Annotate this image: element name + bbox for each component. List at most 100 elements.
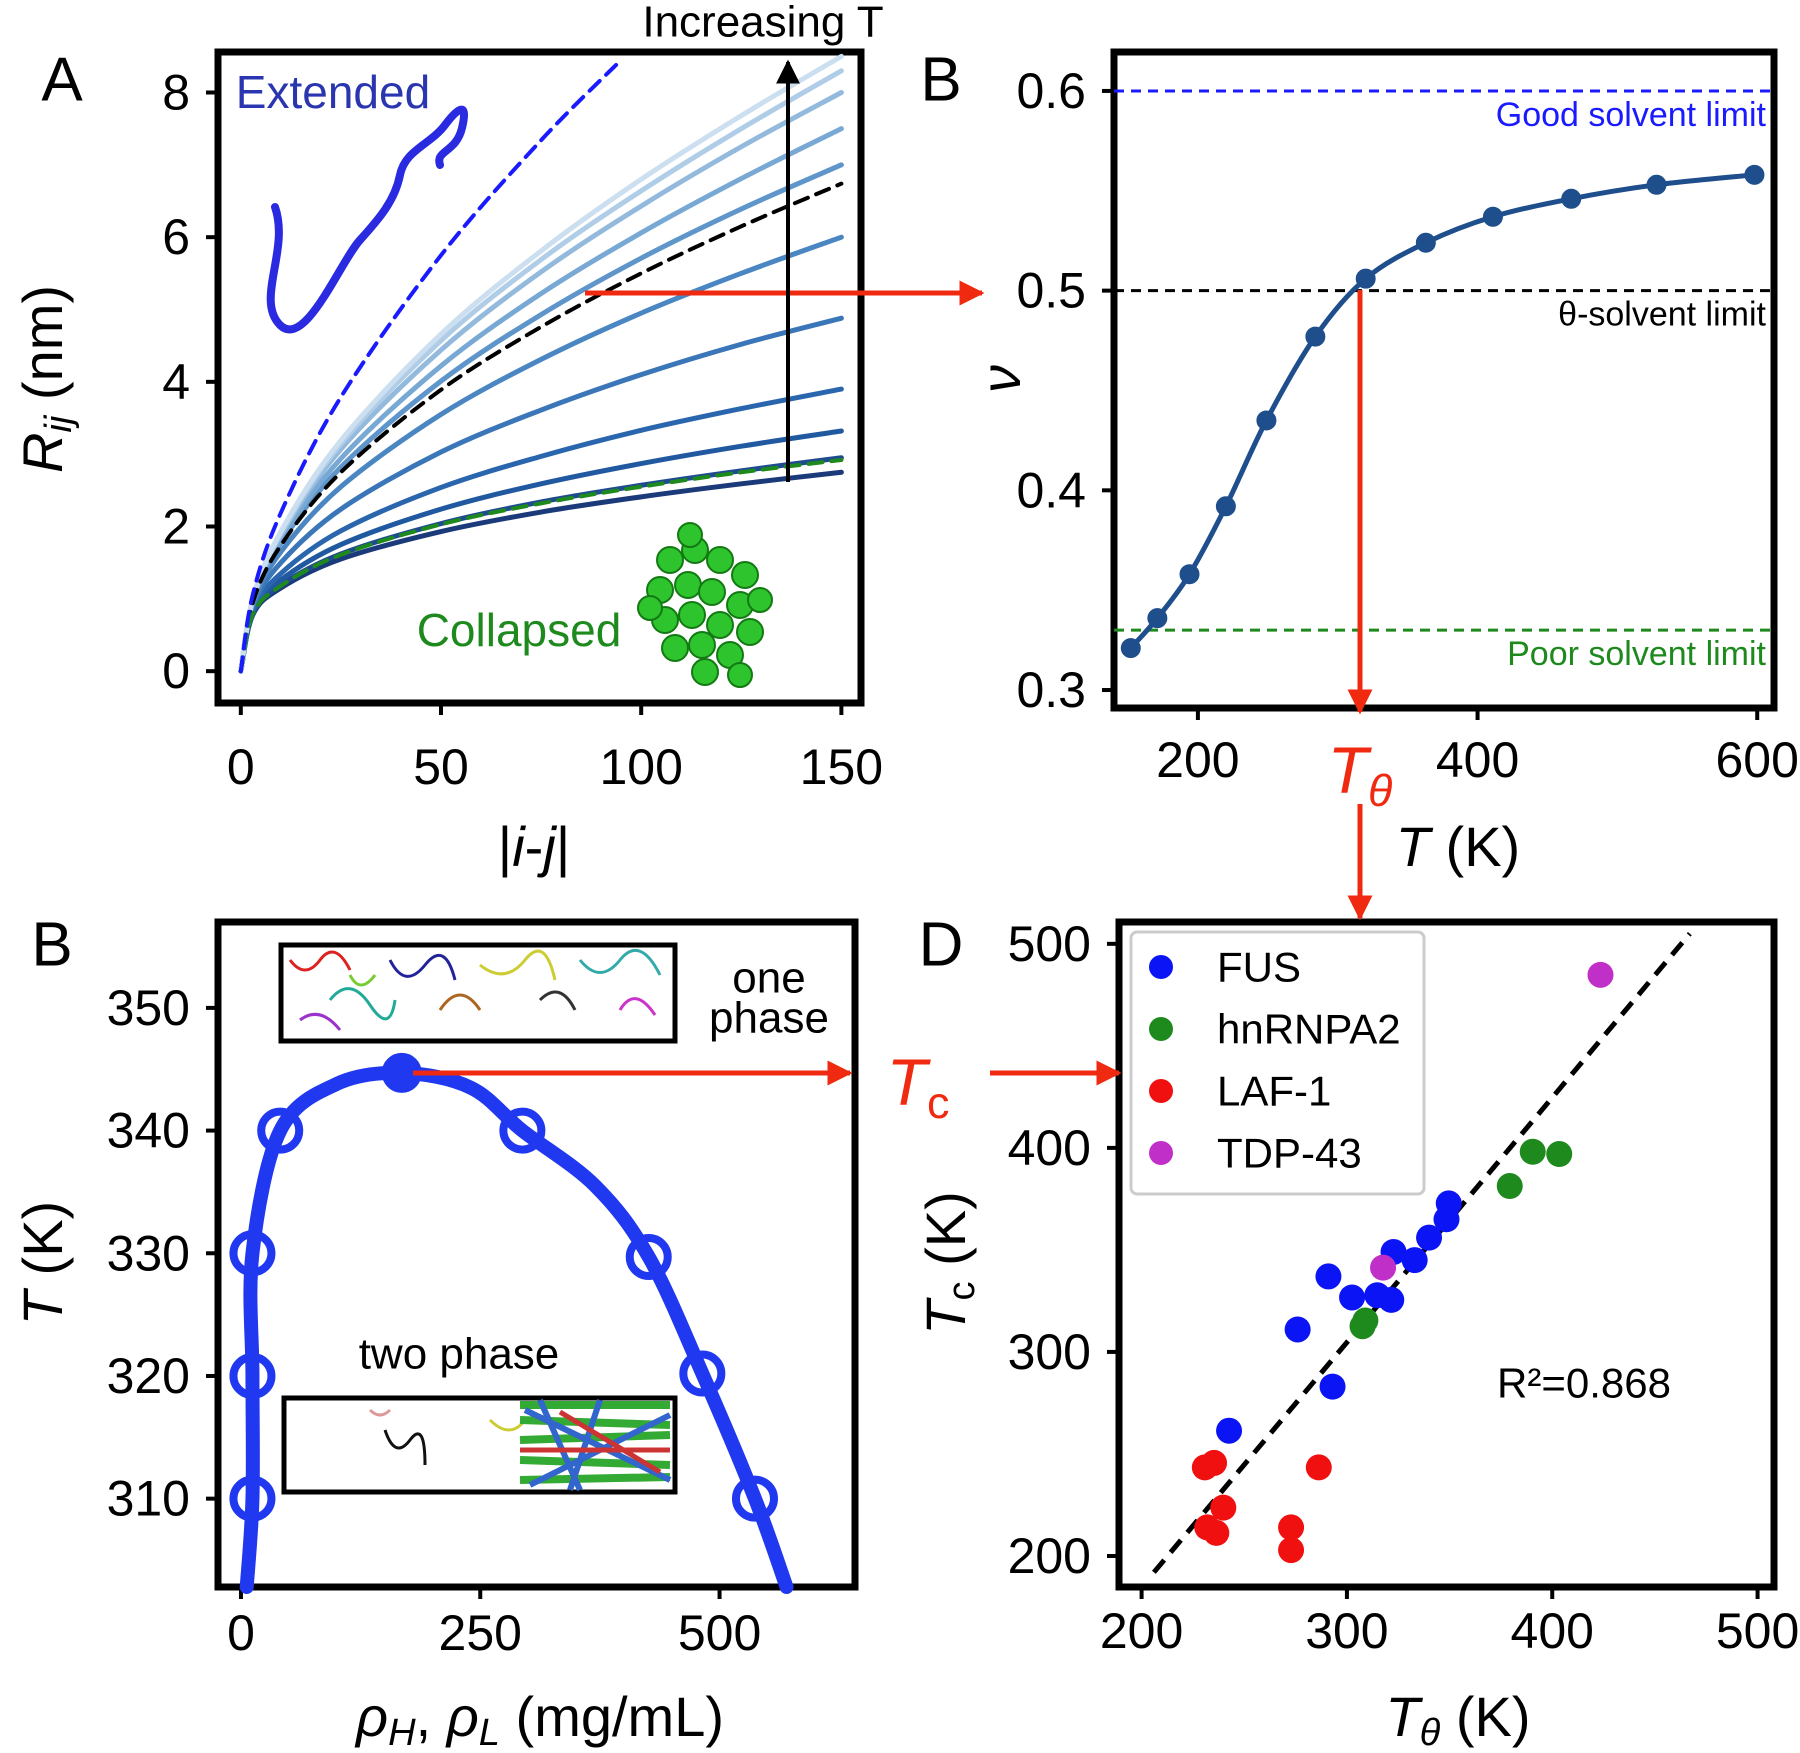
y-tick-label: 310 — [107, 1471, 190, 1527]
data-point — [1401, 1247, 1428, 1274]
inset-two-phase — [281, 1395, 678, 1495]
label-part: ρ — [354, 1685, 388, 1748]
x-tick-label: 150 — [800, 739, 883, 795]
data-point — [1201, 1449, 1228, 1476]
label-part: ρ — [445, 1685, 479, 1748]
label-part: c — [927, 1076, 949, 1127]
label-part: T — [1385, 1685, 1423, 1748]
annotation: Increasing T — [642, 0, 883, 47]
x-tick-label: 200 — [1100, 1603, 1183, 1659]
legend-marker — [1149, 1017, 1173, 1041]
label-part: T — [887, 1045, 932, 1119]
y-tick-label: 340 — [107, 1103, 190, 1159]
label-part: (K) — [11, 1201, 74, 1291]
label-part: (nm) — [11, 285, 74, 416]
label-part: (mg/mL) — [500, 1685, 724, 1748]
extended-chain — [266, 105, 468, 334]
series-line — [238, 457, 844, 674]
reference-label: Poor solvent limit — [1507, 635, 1766, 673]
label-part: θ — [1420, 1712, 1441, 1753]
y-tick-label: 0 — [162, 643, 190, 699]
data-point — [1147, 608, 1168, 629]
label-part: T — [1396, 815, 1434, 878]
x-tick-label: 500 — [678, 1605, 761, 1661]
data-point — [1278, 1514, 1305, 1541]
data-point — [1561, 188, 1582, 209]
data-point — [1496, 1173, 1523, 1200]
collapsed-globule — [637, 522, 773, 688]
x-axis-label: T (K) — [1396, 815, 1520, 878]
x-tick-label: 250 — [439, 1605, 522, 1661]
data-point — [1339, 1284, 1366, 1311]
data-point — [1256, 410, 1277, 431]
data-point — [1203, 1519, 1230, 1546]
decorations — [266, 59, 1373, 1495]
panel-label: B — [31, 911, 72, 980]
y-tick-label: 8 — [162, 65, 190, 121]
label-part: T — [914, 1297, 977, 1335]
label-part: (K) — [914, 1191, 977, 1281]
data-point — [1120, 638, 1141, 659]
label-part: θ — [1368, 764, 1392, 815]
connector-arrows — [413, 280, 1373, 1086]
label-part: (K) — [1440, 1685, 1530, 1748]
data-point — [1284, 1316, 1311, 1343]
panel-label: B — [920, 46, 961, 115]
data-point — [1378, 1286, 1405, 1313]
annotation: phase — [709, 994, 829, 1043]
y-tick-label: 2 — [162, 499, 190, 555]
x-axis-label: ρH, ρL (mg/mL) — [354, 1685, 724, 1753]
x-tick-label: 600 — [1716, 732, 1799, 788]
data-point — [1587, 961, 1614, 988]
x-tick-label: 0 — [227, 739, 255, 795]
y-tick-label: 350 — [107, 980, 190, 1036]
label-part: | — [498, 815, 513, 878]
data-point — [499, 1107, 546, 1154]
legend-label: TDP-43 — [1217, 1130, 1362, 1177]
y-tick-label: 0.3 — [1016, 662, 1086, 718]
data-point — [1355, 268, 1376, 289]
y-axis-label: ν — [969, 365, 1032, 393]
data-point — [257, 1107, 304, 1154]
y-axis-label: Rij (nm) — [11, 285, 80, 473]
data-point — [1482, 206, 1503, 227]
panel — [206, 918, 859, 1599]
y-tick-label: 0.6 — [1016, 63, 1086, 119]
reference-label: Good solvent limit — [1496, 96, 1767, 134]
data-point — [1435, 1190, 1462, 1217]
series-line — [238, 57, 624, 674]
data-point — [1210, 1494, 1237, 1521]
series-line — [238, 428, 844, 674]
panel-label: A — [41, 46, 83, 115]
y-tick-label: 300 — [1008, 1324, 1091, 1380]
annotation: one — [732, 954, 805, 1003]
legend-marker — [1149, 955, 1173, 979]
data-point — [229, 1230, 276, 1277]
x-tick-label: 500 — [1716, 1603, 1799, 1659]
series-line — [238, 315, 844, 674]
annotation: R²=0.868 — [1497, 1360, 1671, 1407]
label-part: R — [11, 433, 74, 473]
data-point — [1352, 1307, 1379, 1334]
plot-frame — [214, 48, 865, 707]
y-axis-label: Tc (K) — [914, 1191, 983, 1334]
plot-frame — [1110, 48, 1778, 712]
data-point — [1319, 1373, 1346, 1400]
panel — [1102, 48, 1778, 720]
data-point — [229, 1475, 276, 1522]
plot-frame — [1115, 918, 1778, 1591]
data-point — [731, 1475, 778, 1522]
series-line — [238, 181, 844, 674]
series-line — [238, 386, 844, 674]
legend-box — [1129, 930, 1426, 1196]
panel — [1107, 918, 1778, 1599]
data-point — [1416, 1224, 1443, 1251]
data-point — [1315, 1263, 1342, 1290]
annotation: Collapsed — [417, 604, 622, 656]
label-part: ν — [969, 365, 1032, 393]
annotation: Tc — [887, 1045, 950, 1127]
legend-marker — [1149, 1141, 1173, 1165]
label-part: (K) — [1430, 815, 1520, 878]
